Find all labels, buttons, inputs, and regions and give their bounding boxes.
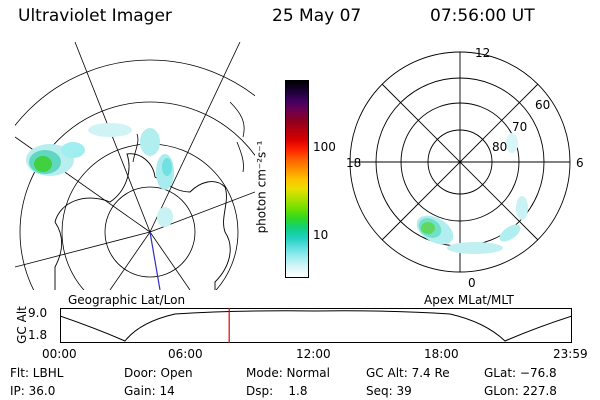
mlt-label-0: 0 (468, 276, 476, 290)
footer-glon: GLon: 227.8 (484, 384, 557, 398)
observation-time: 07:56:00 UT (430, 6, 535, 26)
footer-dsp: Dsp: 1.8 (246, 384, 308, 398)
footer-mode: Mode: Normal (246, 366, 330, 380)
footer-glat: GLat: −76.8 (484, 366, 557, 380)
mlat-label-80: 80 (492, 140, 508, 154)
mlt-label-6: 6 (576, 156, 584, 170)
timeline-x-tick-3: 18:00 (424, 347, 459, 361)
mlat-label-60: 60 (535, 98, 551, 112)
colorbar-tick-10: 10 (313, 228, 329, 242)
footer-seq: Seq: 39 (366, 384, 412, 398)
mlt-label-12: 12 (475, 46, 491, 60)
colorbar (285, 80, 309, 278)
mlt-label-18: 18 (346, 156, 362, 170)
footer-gc-alt: GC Alt: 7.4 Re (366, 366, 450, 380)
geographic-map (15, 42, 255, 290)
timeline-x-tick-4: 23:59 (553, 347, 588, 361)
timeline-y-tick-top: 9.0 (28, 306, 48, 320)
colorbar-tick-100: 100 (313, 140, 336, 154)
instrument-title: Ultraviolet Imager (18, 6, 172, 26)
timeline-x-tick-0: 00:00 (42, 347, 77, 361)
observation-date: 25 May 07 (272, 6, 362, 26)
footer-gain: Gain: 14 (124, 384, 175, 398)
geographic-caption: Geographic Lat/Lon (68, 293, 186, 307)
footer-ip: IP: 36.0 (10, 384, 56, 398)
footer-door: Door: Open (124, 366, 193, 380)
apex-polar-map (349, 51, 571, 273)
timeline-plot (60, 308, 572, 343)
colorbar-unit-label: photon cm⁻²s⁻¹ (254, 140, 269, 234)
footer-filter: Flt: LBHL (10, 366, 64, 380)
timeline-y-tick-bottom: 1.8 (28, 328, 48, 342)
timeline-x-tick-2: 12:00 (296, 347, 331, 361)
timeline-x-tick-1: 06:00 (168, 347, 203, 361)
apex-caption: Apex MLat/MLT (424, 293, 514, 307)
mlat-label-70: 70 (512, 120, 528, 134)
timeline-y-label: GC Alt (15, 306, 29, 344)
